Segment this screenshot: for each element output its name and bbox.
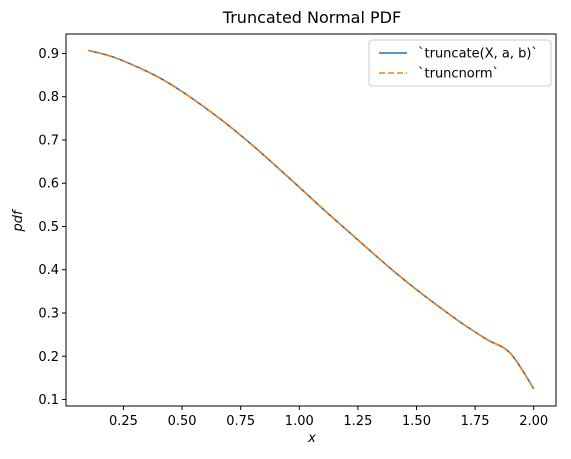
- y-axis: 0.1 0.2 0.3 0.4 0.5 0.6 0.7 0.8 0.9: [38, 47, 66, 408]
- x-tick-label: 1.25: [343, 414, 372, 429]
- x-tick-label: 2.00: [519, 414, 548, 429]
- y-tick-label: 0.5: [38, 220, 59, 235]
- x-tick-label: 0.75: [226, 414, 255, 429]
- legend: `truncate(X, a, b)` `truncnorm`: [368, 39, 552, 87]
- legend-label: `truncate(X, a, b)`: [418, 47, 538, 62]
- x-tick-label: 0.25: [109, 414, 138, 429]
- chart-title: Truncated Normal PDF: [222, 8, 401, 27]
- plot-frame: [65, 33, 557, 407]
- y-tick-label: 0.2: [38, 350, 59, 365]
- y-tick-label: 0.6: [38, 177, 59, 192]
- series-line-1: [88, 49, 535, 390]
- x-tick-label: 0.50: [168, 414, 197, 429]
- legend-box: [368, 39, 552, 87]
- y-tick-label: 0.7: [38, 133, 59, 148]
- y-axis-label: pdf: [11, 208, 26, 233]
- y-tick-label: 0.8: [38, 90, 59, 105]
- x-axis: 0.25 0.50 0.75 1.00 1.25 1.50 1.75 2.00: [109, 406, 548, 429]
- x-tick-label: 1.75: [461, 414, 490, 429]
- y-tick-label: 0.9: [38, 47, 59, 62]
- y-tick-label: 0.3: [38, 307, 59, 322]
- y-tick-label: 0.4: [38, 263, 59, 278]
- legend-label: `truncnorm`: [418, 67, 499, 82]
- x-tick-label: 1.00: [285, 414, 314, 429]
- plot-area: [66, 34, 556, 406]
- series-layer: [88, 49, 535, 390]
- x-tick-label: 1.50: [402, 414, 431, 429]
- y-tick-label: 0.1: [38, 393, 59, 408]
- x-axis-label: x: [307, 431, 316, 446]
